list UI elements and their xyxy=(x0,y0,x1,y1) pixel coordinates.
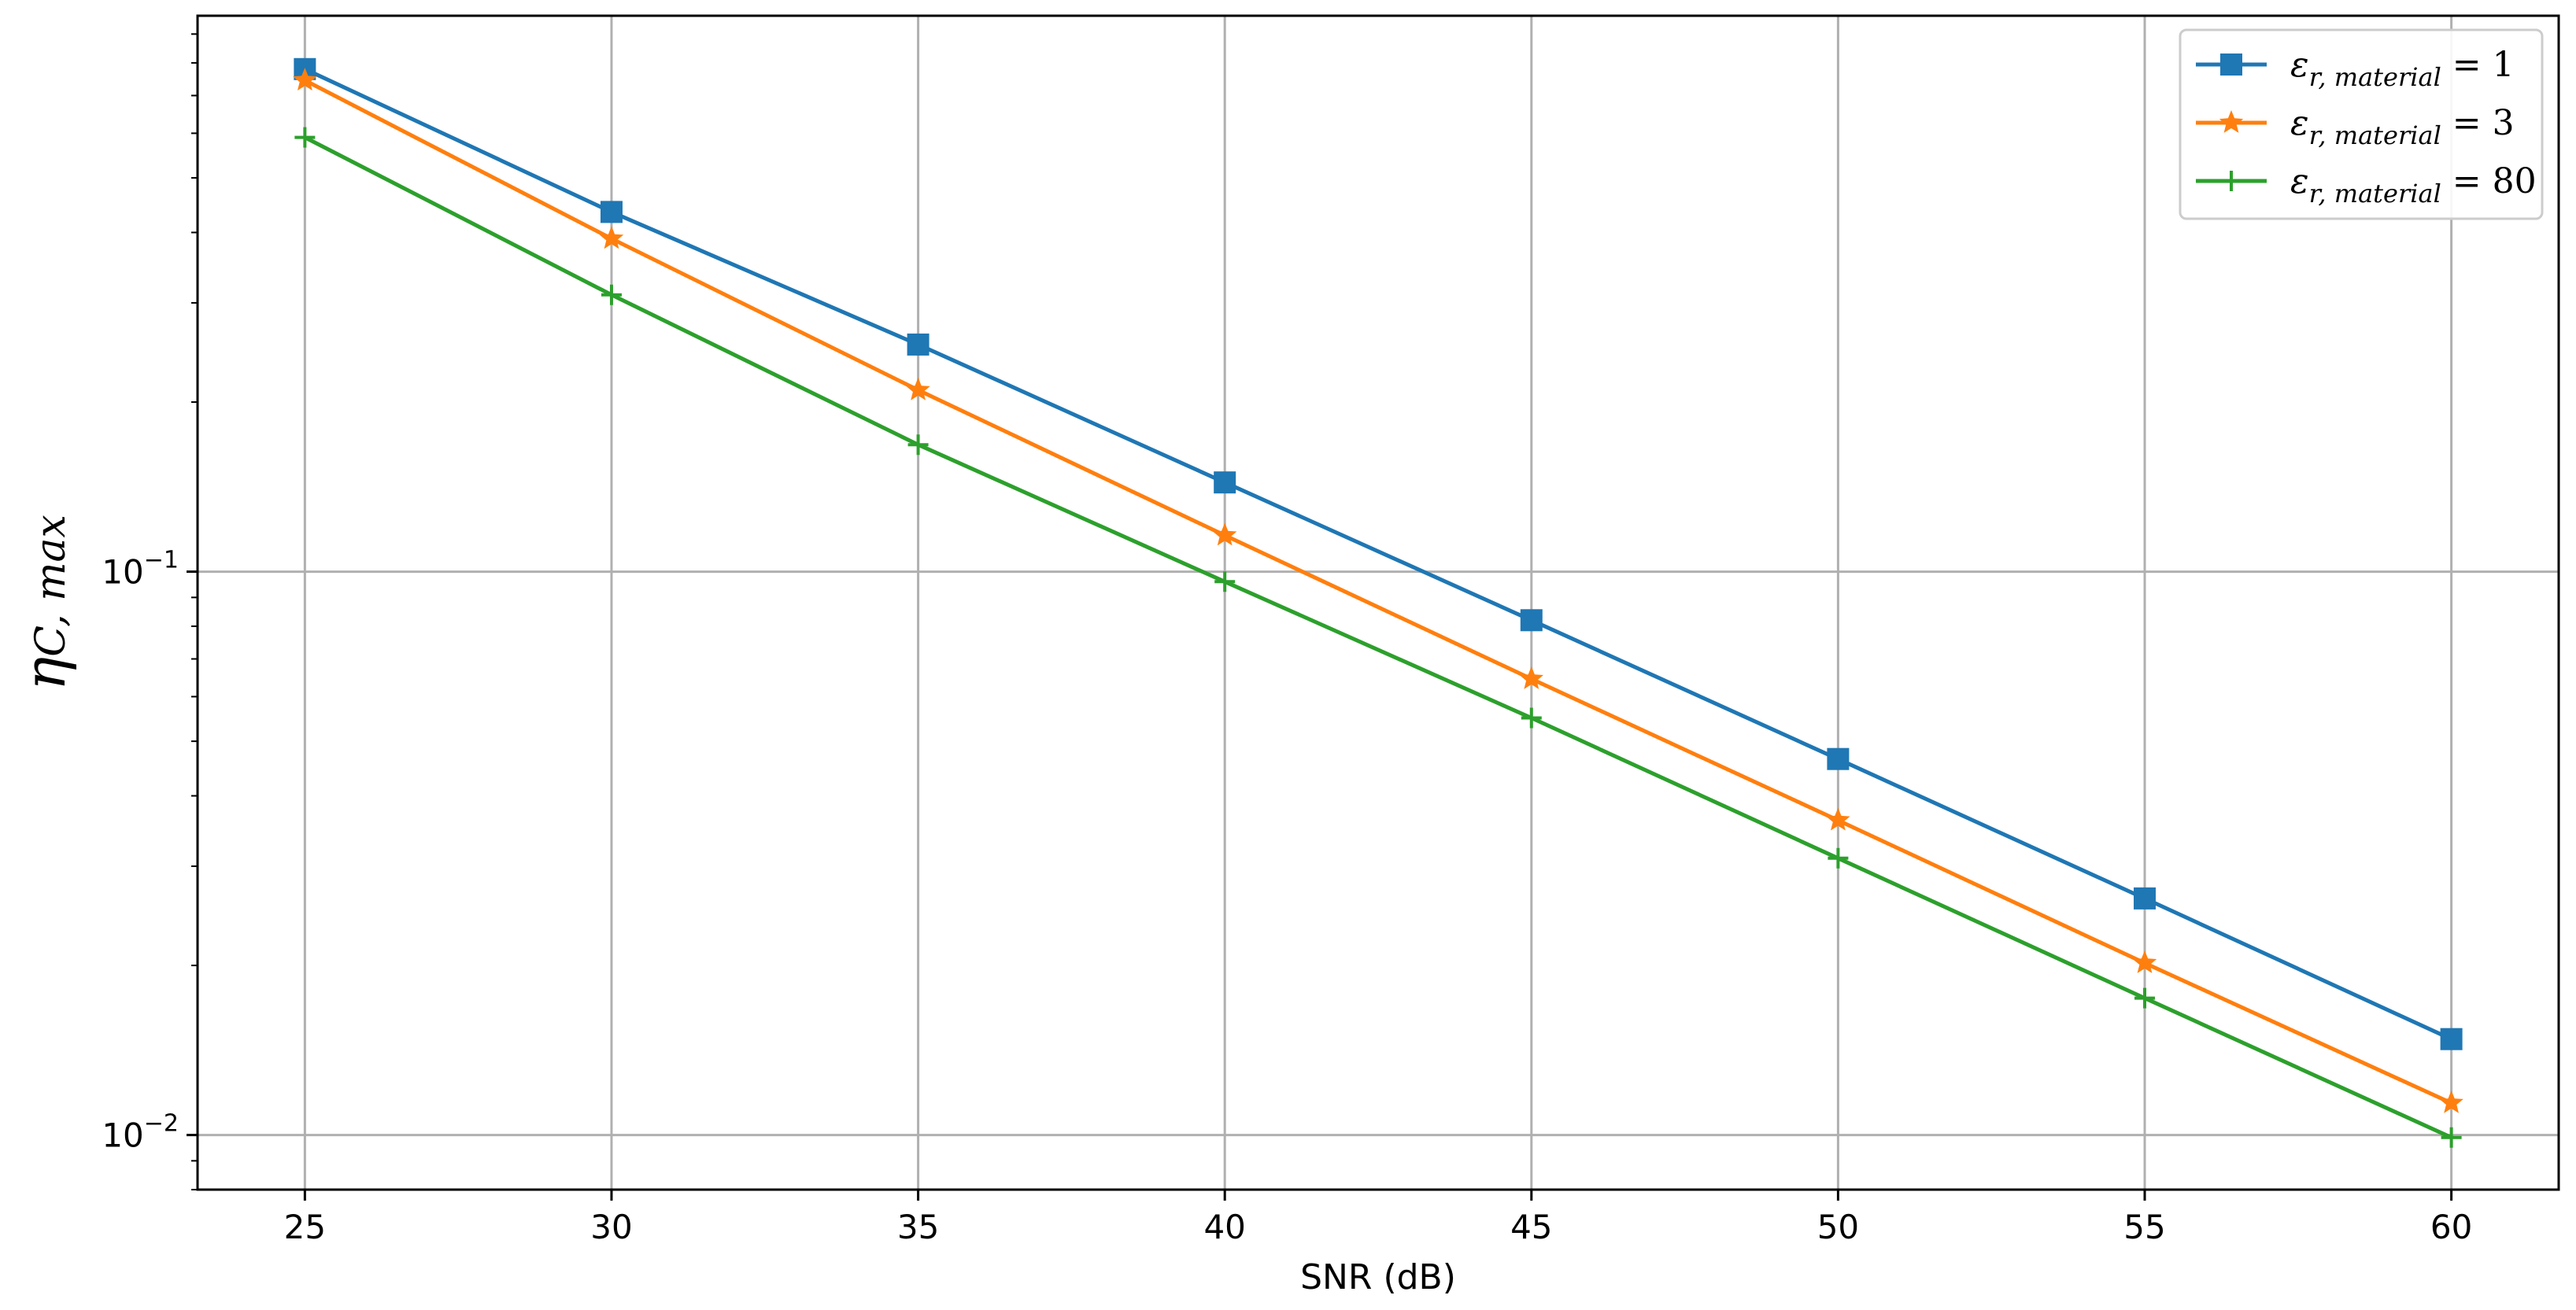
series-group xyxy=(293,57,2463,1148)
data-point xyxy=(600,201,623,223)
data-point xyxy=(294,127,316,148)
series-line xyxy=(304,78,2452,1105)
x-tick-label: 60 xyxy=(2430,1208,2472,1246)
series-1 xyxy=(294,57,2463,1050)
data-point xyxy=(906,377,930,400)
legend-marker xyxy=(2220,54,2242,76)
y-tick-label: 10−1 xyxy=(102,547,179,592)
data-point xyxy=(2441,1127,2462,1148)
y-axis-label-symbol: η xyxy=(12,657,78,691)
x-tick-label: 30 xyxy=(590,1208,632,1246)
legend: εr, material = 1 εr, material = 3 εr, mate… xyxy=(2179,28,2544,220)
data-point xyxy=(1828,847,1849,869)
data-point xyxy=(2440,1028,2463,1050)
legend-marker xyxy=(2219,110,2244,133)
y-tick-label: 10−2 xyxy=(102,1110,179,1155)
plot-frame xyxy=(196,14,2560,1191)
data-point xyxy=(1519,666,1543,689)
series-line xyxy=(304,135,2452,1139)
x-tick-label: 25 xyxy=(284,1208,326,1246)
legend-entry: εr, material = 80 xyxy=(2196,161,2537,208)
data-point xyxy=(1827,747,1850,770)
x-tick-label: 55 xyxy=(2123,1208,2165,1246)
data-point xyxy=(2132,950,2157,973)
data-point xyxy=(293,68,317,90)
legend-label: εr, material = 3 xyxy=(2290,103,2515,150)
legend-box xyxy=(2179,28,2544,220)
data-point xyxy=(599,226,624,249)
x-tick-label: 35 xyxy=(897,1208,939,1246)
x-tick-label: 45 xyxy=(1510,1208,1552,1246)
series-2 xyxy=(293,68,2463,1113)
data-point xyxy=(601,284,622,305)
legend-label: εr, material = 1 xyxy=(2290,45,2515,92)
legend-marker xyxy=(2221,171,2242,191)
legend-label: εr, material = 80 xyxy=(2290,161,2537,208)
data-point xyxy=(2134,887,2157,910)
legend-entry: εr, material = 3 xyxy=(2196,103,2515,150)
data-point xyxy=(2439,1090,2463,1113)
data-point xyxy=(907,434,929,456)
legend-entry: εr, material = 1 xyxy=(2196,45,2515,92)
data-point xyxy=(1213,522,1237,546)
data-point xyxy=(2134,987,2156,1009)
data-point xyxy=(1521,707,1542,729)
data-point xyxy=(1214,571,1236,592)
y-axis-ticks: 10−1 10−2 xyxy=(102,547,198,1155)
x-axis-ticks: 25 30 35 40 45 50 55 60 xyxy=(284,1190,2472,1246)
data-point xyxy=(1826,807,1850,831)
series-line xyxy=(304,67,2452,1041)
data-point xyxy=(907,333,930,356)
series-3 xyxy=(294,127,2462,1148)
x-axis-label: SNR (dB) xyxy=(1300,1257,1456,1297)
data-point xyxy=(1520,609,1543,632)
y-axis-label-subscript: C, max xyxy=(28,515,75,657)
x-tick-label: 50 xyxy=(1817,1208,1859,1246)
data-point xyxy=(1214,471,1236,494)
x-tick-label: 40 xyxy=(1203,1208,1245,1246)
y-axis-label: ηC, max xyxy=(12,515,78,691)
